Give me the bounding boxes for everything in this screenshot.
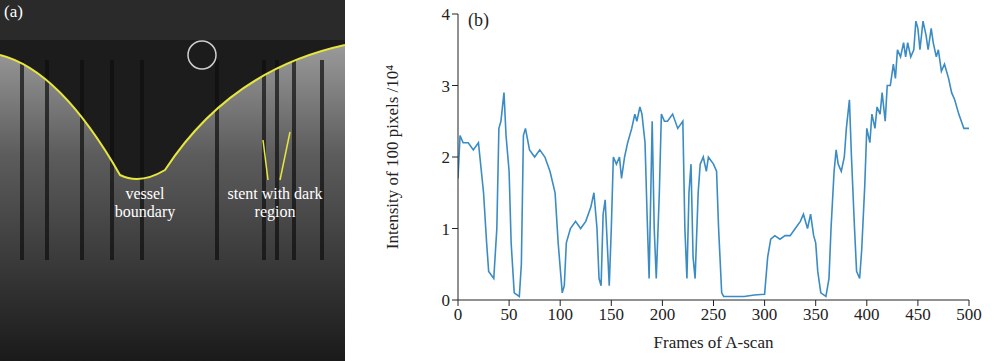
svg-text:150: 150 <box>599 305 625 324</box>
html-text:(a): (a) <box>4 2 23 21</box>
svg-text:3: 3 <box>442 77 451 96</box>
svg-text:50: 50 <box>501 305 518 324</box>
html-text:(b): (b) <box>468 10 489 30</box>
svg-text:400: 400 <box>854 305 880 324</box>
svg-text:0: 0 <box>454 305 463 324</box>
svg-text:200: 200 <box>650 305 676 324</box>
svg-text:0: 0 <box>442 291 451 310</box>
svg-text:450: 450 <box>905 305 931 324</box>
svg-text:350: 350 <box>803 305 829 324</box>
svg-text:2: 2 <box>442 148 451 167</box>
html-text:stent with dark region: stent with dark region <box>227 185 323 220</box>
svg-text:Frames of A-scan: Frames of A-scan <box>654 333 774 352</box>
html-text:vessel boundary: vessel boundary <box>114 185 176 220</box>
svg-text:300: 300 <box>752 305 778 324</box>
svg-text:4: 4 <box>442 5 451 24</box>
svg-text:1: 1 <box>442 220 451 239</box>
svg-text:100: 100 <box>547 305 573 324</box>
svg-text:500: 500 <box>956 305 982 324</box>
svg-text:Intensity of 100 pixels /10⁴: Intensity of 100 pixels /10⁴ <box>383 65 402 249</box>
svg-text:250: 250 <box>701 305 727 324</box>
